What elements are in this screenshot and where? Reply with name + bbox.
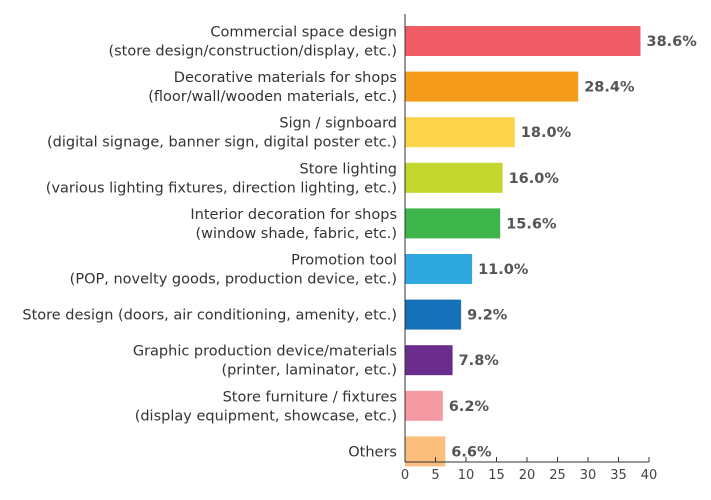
x-tick-label-5: 5 — [431, 468, 439, 483]
category-label-1-line-2: (store design/construction/display, etc.… — [108, 44, 397, 60]
bar-1 — [405, 26, 641, 56]
category-label-8-line-2: (printer, laminator, etc.) — [221, 363, 397, 379]
x-tick-label-20: 20 — [519, 468, 536, 483]
value-label-6: 11.0% — [478, 262, 529, 278]
value-label-10: 6.6% — [451, 444, 492, 460]
bar-3 — [405, 117, 515, 148]
category-label-9-line-2: (display equipment, showcase, etc.) — [135, 408, 397, 424]
x-tick-label-30: 30 — [580, 468, 597, 483]
value-label-9: 6.2% — [449, 399, 490, 415]
value-label-1: 38.6% — [647, 34, 698, 50]
bar-2 — [405, 71, 579, 102]
category-label-3-line-1: Sign / signboard — [279, 116, 397, 132]
value-label-3: 18.0% — [521, 125, 572, 141]
category-label-5-line-1: Interior decoration for shops — [190, 207, 397, 223]
bar-5 — [405, 208, 501, 239]
category-label-8-line-1: Graphic production device/materials — [133, 344, 397, 360]
category-label-6-line-2: (POP, novelty goods, production device, … — [70, 272, 397, 288]
x-tick-label-40: 40 — [641, 468, 658, 483]
category-label-2-line-1: Decorative materials for shops — [174, 70, 397, 86]
x-tick-label-10: 10 — [458, 468, 475, 483]
x-tick-label-0: 0 — [401, 468, 409, 483]
category-label-6-line-1: Promotion tool — [291, 253, 397, 269]
x-tick-label-35: 35 — [610, 468, 627, 483]
category-label-2-line-2: (floor/wall/wooden materials, etc.) — [148, 89, 397, 105]
x-tick-label-15: 15 — [488, 468, 505, 483]
category-label-4-line-2: (various lighting fixtures, direction li… — [46, 180, 397, 196]
value-label-7: 9.2% — [467, 308, 508, 324]
value-label-4: 16.0% — [509, 171, 560, 187]
category-label-9-line-1: Store furniture / fixtures — [223, 389, 397, 405]
value-label-8: 7.8% — [459, 353, 500, 369]
category-label-4-line-1: Store lighting — [300, 161, 398, 177]
bar-6 — [405, 254, 473, 284]
category-label-10-line-1: Others — [348, 444, 397, 460]
value-label-2: 28.4% — [584, 80, 635, 96]
bar-4 — [405, 162, 503, 193]
category-label-5-line-2: (window shade, fabric, etc.) — [196, 226, 397, 242]
category-label-3-line-2: (digital signage, banner sign, digital p… — [47, 135, 397, 151]
bar-8 — [405, 345, 453, 376]
bar-7 — [405, 299, 462, 330]
bar-9 — [405, 390, 443, 421]
category-label-7-line-1: Store design (doors, air conditioning, a… — [22, 308, 397, 324]
value-label-5: 15.6% — [506, 216, 557, 232]
bar-10 — [405, 436, 446, 467]
x-tick-label-25: 25 — [549, 468, 566, 483]
category-label-1-line-1: Commercial space design — [210, 25, 397, 41]
